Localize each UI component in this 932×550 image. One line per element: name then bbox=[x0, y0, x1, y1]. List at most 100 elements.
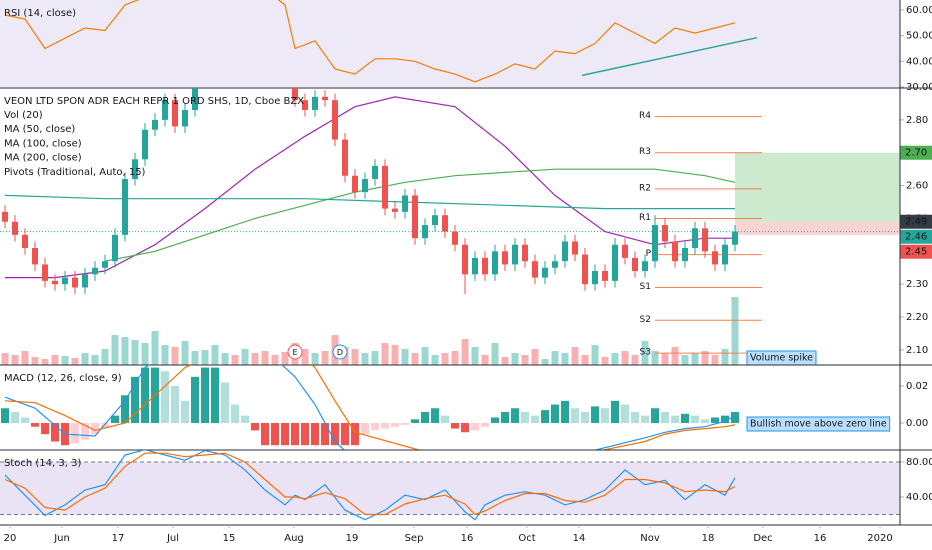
histogram-bar bbox=[261, 423, 269, 446]
histogram-bar bbox=[631, 411, 639, 424]
histogram-bar bbox=[681, 413, 689, 424]
candle-body bbox=[322, 96, 328, 101]
volume-bar bbox=[601, 357, 609, 365]
volume-bar bbox=[121, 337, 129, 365]
volume-bar bbox=[241, 349, 249, 365]
volume-bar bbox=[271, 355, 279, 365]
candle-body bbox=[372, 165, 378, 180]
candle-body bbox=[112, 234, 118, 262]
candle-body bbox=[32, 248, 38, 265]
candle-body bbox=[2, 211, 8, 222]
histogram-bar bbox=[391, 423, 399, 427]
histogram-bar bbox=[511, 408, 519, 424]
y-tick-label: 60.00 bbox=[906, 5, 932, 16]
volume-bar bbox=[91, 355, 99, 365]
candle-body bbox=[92, 267, 98, 275]
histogram-bar bbox=[651, 408, 659, 424]
histogram-bar bbox=[521, 411, 529, 424]
volume-bar bbox=[371, 351, 379, 365]
candle-body bbox=[682, 248, 688, 262]
volume-bar bbox=[141, 343, 149, 365]
candle-body bbox=[172, 100, 178, 127]
profit-zone bbox=[735, 152, 900, 222]
histogram-bar bbox=[41, 423, 49, 435]
volume-bar bbox=[651, 351, 659, 365]
volume-bar bbox=[231, 355, 239, 365]
candle-body bbox=[562, 241, 568, 262]
histogram-bar bbox=[101, 423, 109, 429]
volume-bar bbox=[281, 352, 289, 365]
histogram-bar bbox=[731, 411, 739, 424]
volume-bar bbox=[621, 351, 629, 365]
volume-bar bbox=[701, 351, 709, 365]
candle-body bbox=[732, 231, 738, 245]
indicator-line bbox=[4, 452, 736, 516]
x-tick-label: 15 bbox=[223, 533, 236, 544]
volume-bar bbox=[111, 335, 119, 365]
panel: R4 R3 R2 R1 P S1 S2 S3 bbox=[0, 88, 900, 365]
candle-body bbox=[642, 261, 648, 272]
candle-body bbox=[582, 254, 588, 285]
event-label: D bbox=[337, 348, 343, 357]
volume-bar bbox=[251, 353, 259, 365]
volume-bar bbox=[11, 355, 19, 365]
histogram-bar bbox=[501, 411, 509, 424]
y-tick-label: 0.02 bbox=[906, 381, 928, 392]
y-tick-label: 2.60 bbox=[906, 181, 928, 192]
x-tick-label: 16 bbox=[814, 533, 827, 544]
volume-bar bbox=[61, 356, 69, 365]
price-label-bg bbox=[900, 244, 932, 259]
volume-bar bbox=[631, 355, 639, 365]
legend-entry: MA (50, close) bbox=[4, 124, 75, 135]
volume-bar bbox=[351, 349, 359, 365]
candle-body bbox=[722, 244, 728, 265]
candle-body bbox=[12, 221, 18, 235]
volume-bar bbox=[321, 351, 329, 365]
candle-body bbox=[72, 277, 78, 288]
volume-bar bbox=[201, 350, 209, 365]
price-label: 2.45 bbox=[905, 247, 927, 258]
histogram-bar bbox=[561, 400, 569, 424]
loss-zone bbox=[735, 221, 900, 235]
candle-body bbox=[622, 244, 628, 258]
histogram-bar bbox=[291, 423, 299, 446]
indicator-line bbox=[4, 0, 736, 83]
volume-bar bbox=[311, 353, 319, 365]
pivot-label: R4 bbox=[639, 111, 651, 121]
candle-body bbox=[522, 244, 528, 262]
pivot-label: P bbox=[646, 249, 652, 259]
histogram-bar bbox=[591, 406, 599, 424]
candle-body bbox=[302, 100, 308, 111]
annotation-box bbox=[746, 416, 891, 432]
histogram-bar bbox=[491, 417, 499, 424]
volume-bar bbox=[511, 353, 519, 365]
volume-bar bbox=[191, 351, 199, 365]
candle-body bbox=[632, 257, 638, 272]
volume-bar bbox=[681, 355, 689, 365]
y-tick-label: 2.20 bbox=[906, 312, 928, 323]
volume-bar bbox=[731, 297, 739, 365]
macd-line bbox=[4, 365, 736, 450]
x-tick-label: 14 bbox=[573, 533, 586, 544]
panel bbox=[0, 450, 900, 521]
legend-entry: MA (200, close) bbox=[4, 153, 82, 164]
histogram-bar bbox=[241, 415, 249, 424]
event-label: E bbox=[292, 348, 297, 357]
histogram-bar bbox=[481, 423, 489, 427]
candle-body bbox=[332, 100, 338, 140]
moving-average bbox=[104, 168, 736, 262]
histogram-bar bbox=[121, 395, 129, 424]
histogram-bar bbox=[181, 400, 189, 424]
volume-bar bbox=[71, 358, 79, 365]
pivot-label: R1 bbox=[639, 213, 651, 223]
volume-bar bbox=[671, 347, 679, 365]
histogram-bar bbox=[601, 408, 609, 424]
candle-body bbox=[382, 165, 388, 209]
histogram-bar bbox=[691, 415, 699, 424]
x-tick-label: Sep bbox=[405, 533, 424, 544]
volume-bar bbox=[721, 349, 729, 365]
histogram-bar bbox=[31, 423, 39, 427]
candle-body bbox=[182, 110, 188, 127]
pivot-label: R2 bbox=[639, 183, 651, 193]
